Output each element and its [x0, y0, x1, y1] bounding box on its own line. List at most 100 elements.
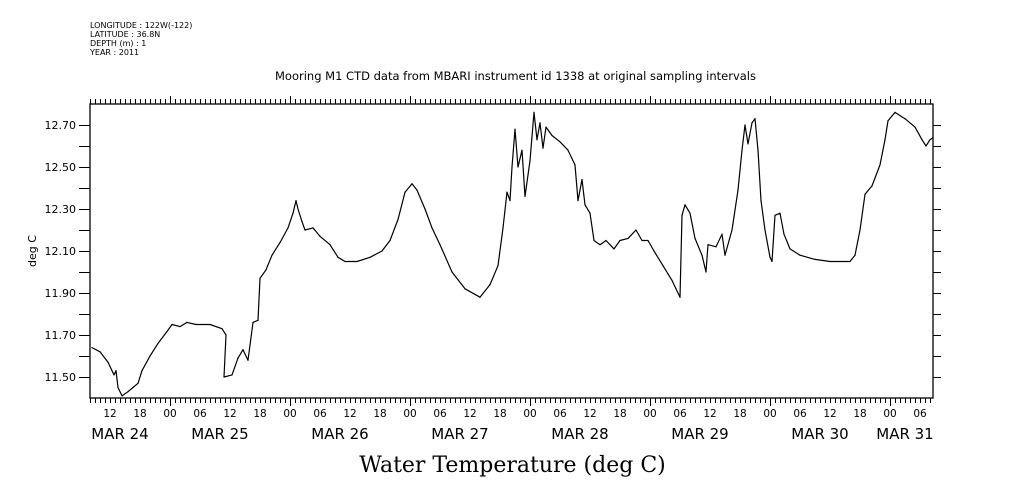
data-point — [464, 288, 466, 290]
data-point — [724, 254, 726, 256]
data-point — [186, 321, 188, 323]
data-point — [539, 122, 541, 124]
data-point — [681, 214, 683, 216]
data-point — [295, 200, 297, 202]
data-point — [533, 111, 535, 113]
data-point — [754, 118, 756, 120]
plot-border — [89, 103, 934, 399]
x-tick-label: 00 — [523, 408, 536, 420]
data-point — [914, 126, 916, 128]
data-point — [789, 248, 791, 250]
data-point — [741, 149, 743, 151]
data-point — [141, 370, 143, 372]
data-point — [431, 227, 433, 229]
data-point — [653, 250, 655, 252]
data-point — [171, 323, 173, 326]
x-tick-label: 06 — [913, 408, 927, 420]
data-point — [404, 191, 406, 193]
data-point — [329, 244, 331, 246]
x-tick-label: 00 — [883, 408, 896, 420]
data-point — [165, 332, 167, 334]
data-point — [356, 260, 358, 263]
data-point — [662, 265, 664, 267]
data-point — [439, 244, 441, 246]
data-point — [884, 139, 886, 141]
data-point — [627, 237, 629, 239]
data-point — [707, 244, 709, 246]
data-point — [389, 239, 391, 242]
data-point — [599, 244, 601, 246]
data-point — [381, 250, 383, 252]
data-point — [292, 212, 294, 214]
data-point — [127, 391, 129, 393]
y-tick-label: 12.30 — [45, 203, 77, 216]
data-point — [689, 212, 691, 214]
data-point — [814, 258, 816, 260]
data-point — [551, 134, 553, 137]
metadata-depth: DEPTH (m) : 1 — [90, 39, 147, 48]
data-point — [829, 260, 831, 263]
data-point — [859, 229, 861, 231]
y-tick-label: 12.70 — [45, 119, 77, 132]
chart-title: Water Temperature (deg C) — [359, 453, 666, 478]
data-point — [231, 374, 233, 376]
x-day-label: MAR 25 — [191, 425, 248, 443]
data-point — [524, 195, 526, 197]
x-tick-label: 12 — [703, 408, 716, 420]
data-point — [209, 323, 211, 326]
data-point — [121, 395, 123, 397]
y-tick-label: 12.10 — [45, 245, 77, 258]
x-day-label: MAR 28 — [551, 425, 608, 443]
data-point — [424, 208, 426, 210]
data-point — [451, 271, 453, 273]
data-point — [337, 256, 339, 258]
series-group — [91, 111, 934, 397]
data-point — [521, 149, 523, 151]
x-tick-label: 00 — [403, 408, 416, 420]
data-point — [584, 204, 586, 206]
data-point — [589, 212, 591, 214]
data-point — [506, 191, 508, 193]
data-point — [502, 227, 504, 229]
data-point — [304, 229, 306, 231]
data-point — [694, 237, 696, 239]
chart-subtitle: Mooring M1 CTD data from MBARI instrumen… — [275, 69, 756, 83]
y-axis: 11.50 11.70 11.90 12.10 12.30 12.50 12.70 — [45, 119, 941, 384]
y-axis-label: deg C — [26, 235, 39, 267]
data-point — [613, 248, 615, 250]
data-point — [397, 218, 399, 221]
data-point — [641, 239, 643, 242]
data-point — [737, 189, 739, 191]
x-tick-label: 12 — [823, 408, 836, 420]
x-day-label: MAR 26 — [311, 425, 368, 443]
data-point — [849, 260, 851, 263]
data-point — [744, 124, 746, 126]
data-point — [509, 200, 511, 202]
data-point — [774, 214, 776, 216]
data-point — [195, 323, 197, 326]
data-point — [489, 284, 491, 286]
y-tick-label: 11.50 — [45, 371, 77, 384]
data-point — [771, 260, 773, 263]
data-point — [684, 204, 686, 206]
data-point — [132, 386, 134, 389]
data-point — [259, 277, 261, 279]
x-tick-label: 06 — [193, 408, 207, 420]
x-tick-label: 06 — [313, 408, 327, 420]
data-point — [179, 326, 181, 328]
data-point — [929, 139, 931, 141]
data-point — [647, 239, 649, 242]
data-point — [257, 319, 259, 321]
data-point — [113, 374, 115, 376]
data-point — [760, 200, 762, 202]
data-point — [635, 229, 637, 231]
data-point — [514, 128, 516, 130]
data-point — [536, 139, 538, 141]
x-tick-label: 12 — [463, 408, 476, 420]
x-day-label: MAR 31 — [876, 425, 933, 443]
data-point — [99, 351, 101, 353]
x-tick-label: 18 — [733, 408, 746, 420]
x-day-label: MAR 24 — [91, 425, 148, 443]
x-tick-label: 12 — [583, 408, 596, 420]
